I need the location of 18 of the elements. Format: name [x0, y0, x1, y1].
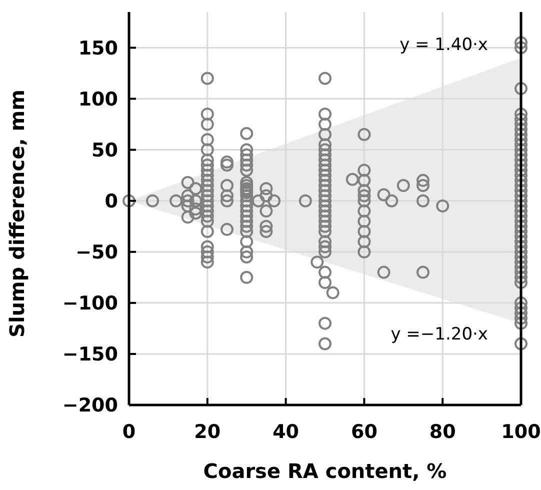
x-tick-label: 60 [350, 421, 378, 443]
x-tick-label: 80 [429, 421, 456, 443]
annotation: y =−1.20·x [390, 324, 488, 344]
annotation: y = 1.40·x [400, 34, 488, 55]
x-tick-label: 20 [194, 421, 221, 443]
x-tick-label: 100 [501, 421, 541, 443]
y-tick-label: −150 [62, 344, 118, 366]
y-tick-label: −100 [62, 292, 118, 315]
x-axis-title: Coarse RA content, % [203, 459, 447, 483]
y-tick-label: 100 [78, 88, 118, 110]
y-tick-label: 150 [78, 37, 118, 60]
y-axis-title: Slump difference, mm [5, 90, 29, 338]
y-tick-label: 0 [104, 190, 118, 212]
y-tick-label: 50 [92, 139, 118, 162]
x-tick-label: 40 [272, 421, 300, 443]
x-tick-label: 0 [122, 421, 136, 443]
y-tick-label: −50 [76, 242, 118, 264]
y-tick-label: −200 [62, 394, 118, 417]
